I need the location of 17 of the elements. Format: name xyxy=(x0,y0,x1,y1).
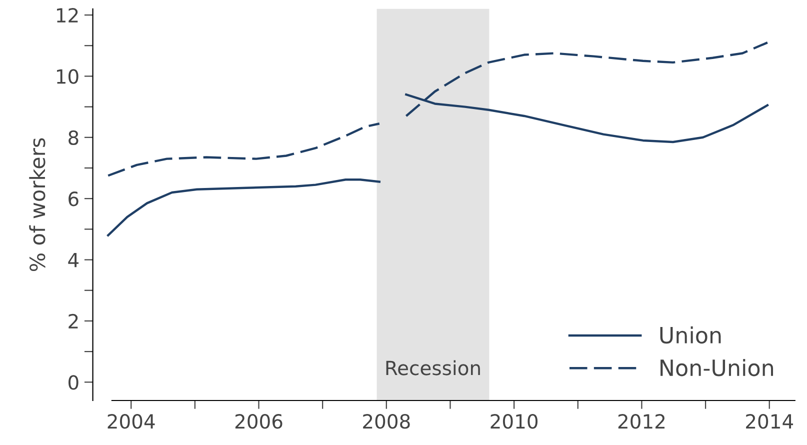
y-tick-label: 0 xyxy=(68,375,78,390)
y-tick-label: 10 xyxy=(57,69,78,84)
y-tick-label: 12 xyxy=(57,8,78,22)
legend-label: Non-Union xyxy=(660,358,774,376)
y-tick-label: 2 xyxy=(68,314,78,328)
x-tick-label: 2012 xyxy=(618,414,665,429)
band-label: Recession xyxy=(386,360,480,376)
x-tick-label: 2006 xyxy=(235,414,282,429)
y-tick-label: 6 xyxy=(68,192,78,206)
x-tick-label: 2004 xyxy=(108,414,155,429)
x-tick-label: 2010 xyxy=(490,414,538,429)
legend-label: Union xyxy=(660,326,721,344)
x-tick-label: 2014 xyxy=(746,414,794,429)
y-tick-label: 8 xyxy=(68,130,78,146)
x-tick-label: 2008 xyxy=(363,414,410,429)
y-axis-title: % of workers xyxy=(29,138,46,272)
y-tick-label: 4 xyxy=(68,252,79,268)
